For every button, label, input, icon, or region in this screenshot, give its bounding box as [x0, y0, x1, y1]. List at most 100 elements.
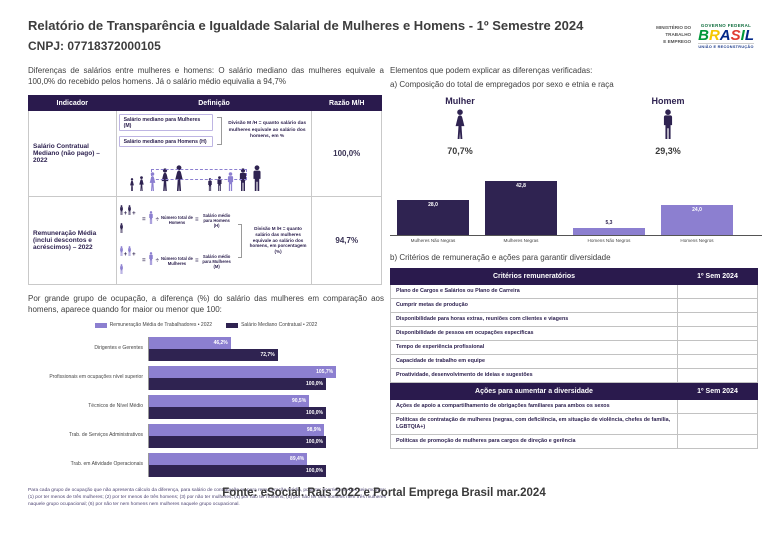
table-row: Ações de apoio a compartilhamento de obr…	[390, 399, 758, 415]
criterion-value-cell	[677, 326, 758, 342]
plus-sign: +	[132, 252, 136, 259]
bar-Técnicos de Nível Médio: 100,0%	[149, 407, 326, 420]
category-label: Técnicos de Nível Médio	[88, 403, 143, 410]
division-note: Divisão M /H = quanto salário das mulher…	[249, 226, 307, 255]
bar-Técnicos de Nível Médio: 90,5%	[149, 395, 310, 408]
men-icons: + +	[119, 202, 140, 238]
criterion-value-cell	[677, 354, 758, 370]
col-razao: Razão M/H	[311, 95, 382, 112]
criteria-subheading: b) Critérios de remuneração e ações para…	[390, 253, 611, 262]
bar-value-label: 100,0%	[306, 410, 323, 417]
plus-sign: +	[132, 211, 136, 218]
plus-sign: +	[123, 252, 128, 259]
criterion-label: Ações de apoio a compartilhamento de obr…	[390, 399, 678, 415]
man-figure	[626, 109, 710, 144]
legend-swatch	[226, 322, 239, 328]
indicator-table-header-row: Indicador Definição Razão M/H	[28, 95, 382, 112]
man-icon	[119, 205, 124, 216]
table-row: Políticas de contratação de mulheres (ne…	[390, 413, 758, 436]
period-label: 1º Sem 2024	[677, 268, 758, 285]
category-label: Trab. em Atividade Operacionais	[70, 461, 143, 468]
bar-value-label: 24,0	[692, 206, 702, 213]
bracket-shape	[216, 116, 222, 145]
composition-subheading: a) Composição do total de empregados por…	[390, 80, 614, 89]
criterion-label: Capacidade de trabalho em equipe	[390, 354, 678, 370]
page-title: Relatório de Transparência e Igualdade S…	[28, 18, 584, 33]
mean-definition-diagram: + + = ÷ Número total de Homens ≡ Salário …	[119, 200, 310, 281]
equiv-sign: ≡	[195, 217, 199, 224]
bar-Trab. em Atividade Operacionais: 100,0%	[149, 465, 326, 478]
person-icon	[148, 211, 154, 229]
man-icon	[119, 223, 124, 234]
women-icons: + +	[119, 243, 140, 279]
col-indicador: Indicador	[28, 95, 117, 112]
government-logo: MINISTÉRIO DO TRABALHO E EMPREGO GOVERNO…	[656, 18, 754, 53]
criterion-value-cell	[677, 413, 758, 436]
criterion-label: Políticas de contratação de mulheres (ne…	[390, 413, 678, 436]
category-label: Dirigentes e Gerentes	[94, 345, 143, 352]
bar-value-label: 100,0%	[306, 468, 323, 475]
table-row: Remuneração Média (inclui descontos e ac…	[28, 196, 382, 286]
mulher-label: Mulher	[445, 96, 475, 106]
criterion-value-cell	[677, 298, 758, 314]
man-icon	[127, 246, 132, 257]
bar-Mulheres Negras: 42,8	[485, 181, 557, 235]
indicator-name: Salário Contratual Mediano (não pago) – …	[28, 110, 117, 198]
chart-legend: Remuneração Média de Trabalhadores • 202…	[28, 322, 384, 328]
criterion-label: Tempo de experiência profissional	[390, 340, 678, 356]
governo-federal-label: GOVERNO FEDERAL	[700, 22, 752, 28]
criterion-label: Disponibilidade de pessoa em ocupações e…	[390, 326, 678, 342]
bar-area: 28,0 42,8 5,3 24,0	[390, 166, 762, 236]
bar-Mulheres Não Negras: 28,0	[397, 199, 469, 235]
table-row: Salário Contratual Mediano (não pago) – …	[28, 110, 382, 198]
ministry-label: MINISTÉRIO DO TRABALHO E EMPREGO	[656, 25, 692, 44]
division-note: Divisão M /H = quanto salário das mulher…	[228, 121, 307, 139]
homem-block: Homem 29,3%	[626, 96, 710, 156]
table-row: Proatividade, desenvolvimento de ideias …	[390, 368, 758, 384]
criterios-table: Critérios remuneratórios 1º Sem 2024 Pla…	[390, 268, 758, 384]
bar-Dirigentes e Gerentes: 72,7%	[149, 349, 278, 362]
man-icon	[119, 264, 124, 275]
total-men-label: Número total de Homens	[161, 215, 193, 226]
population-pictogram	[129, 153, 310, 192]
table-row: Plano de Cargos e Salários ou Plano de C…	[390, 283, 758, 300]
brasil-wordmark: BRASIL	[698, 26, 754, 44]
man-icon	[216, 176, 223, 192]
man-icon	[148, 252, 154, 266]
man-icon	[148, 211, 154, 225]
table-row: Tempo de experiência profissional	[390, 340, 758, 356]
equals-sign: =	[142, 258, 146, 265]
category-label: Profissionais em ocupações nível superio…	[49, 374, 143, 381]
criterion-value-cell	[677, 340, 758, 356]
median-men-label: Salário mediano para Homens (H)	[118, 136, 213, 148]
uniao-reconstrucao-label: UNIÃO E RECONSTRUÇÃO	[698, 42, 754, 49]
criterion-label: Políticas de promoção de mulheres para c…	[390, 434, 678, 450]
elements-heading: Elementos que podem explicar as diferenç…	[390, 66, 593, 75]
median-women-label: Salário mediano para Mulheres (M)	[118, 114, 213, 132]
right-column: Elementos que podem explicar as diferenç…	[390, 66, 762, 450]
avg-women-label: Salário médio para Mulheres (M)	[202, 253, 231, 269]
man-icon	[127, 205, 132, 216]
occupation-intro: Por grande grupo de ocupação, a diferenç…	[28, 294, 384, 314]
criterion-value-cell	[677, 434, 758, 450]
ethnicity-bar-chart: 28,0 42,8 5,3 24,0 Mulheres Não Negras Mulhe…	[390, 166, 762, 243]
bar-Homens Não Negros: 5,3	[573, 220, 645, 235]
source-line: Fonte: eSocial. Rais 2022 e Portal Empre…	[222, 487, 546, 499]
avg-men-label: Salário médio para Homens (H)	[202, 212, 231, 228]
women-average-equation: + + = ÷ Número total de Mulheres ≡ Salári…	[119, 243, 233, 279]
equals-sign: =	[142, 217, 146, 224]
bar-Trab. de Serviços Administrativos: 100,0%	[149, 436, 326, 449]
category-label: Mulheres Não Negras	[410, 238, 456, 243]
legend-item: Remuneração Média de Trabalhadores • 202…	[94, 322, 213, 329]
category-label: Mulheres Negras	[503, 238, 539, 243]
bar-value-label: 46,2%	[213, 340, 228, 347]
plus-sign: +	[123, 211, 128, 218]
homem-percentage: 29,3%	[655, 146, 681, 156]
legend-label: Remuneração Média de Trabalhadores • 202…	[109, 322, 213, 329]
bar-value-label: 5,3	[605, 220, 613, 227]
table-row: Cumprir metas de produção	[390, 298, 758, 314]
acoes-title: Ações para aumentar a diversidade	[390, 383, 678, 401]
mulher-block: Mulher 70,7%	[418, 96, 502, 156]
definition-cell: Salário mediano para Mulheres (M) Salári…	[115, 110, 313, 198]
bar-value-label: 28,0	[428, 201, 438, 208]
